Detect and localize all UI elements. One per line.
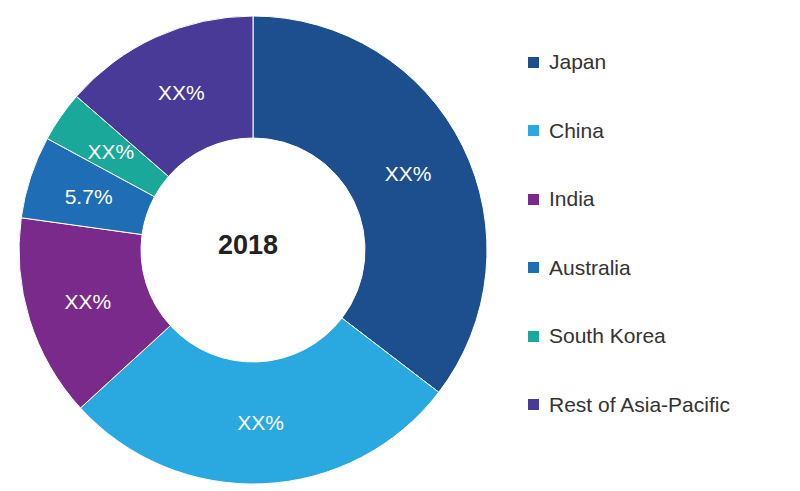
svg-text:XX%: XX%: [87, 140, 134, 163]
html-text:Rest of Asia-Pacific: Rest of Asia-Pacific: [549, 392, 730, 416]
html-text:2018: 2018: [218, 230, 278, 260]
html-text:Australia: Australia: [549, 255, 631, 279]
html-text:Japan: Japan: [549, 50, 607, 73]
svg-text:XX%: XX%: [237, 411, 284, 434]
svg-text:5.7%: 5.7%: [65, 185, 113, 208]
html-text:India: India: [549, 187, 595, 210]
html-text:China: China: [549, 118, 604, 142]
svg-text:XX%: XX%: [158, 81, 205, 104]
html-text:South Korea: South Korea: [549, 324, 666, 347]
svg-text:XX%: XX%: [385, 162, 432, 185]
svg-text:XX%: XX%: [64, 290, 111, 313]
